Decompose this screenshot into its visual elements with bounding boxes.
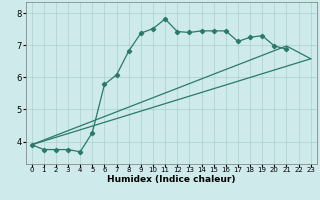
X-axis label: Humidex (Indice chaleur): Humidex (Indice chaleur) xyxy=(107,175,236,184)
